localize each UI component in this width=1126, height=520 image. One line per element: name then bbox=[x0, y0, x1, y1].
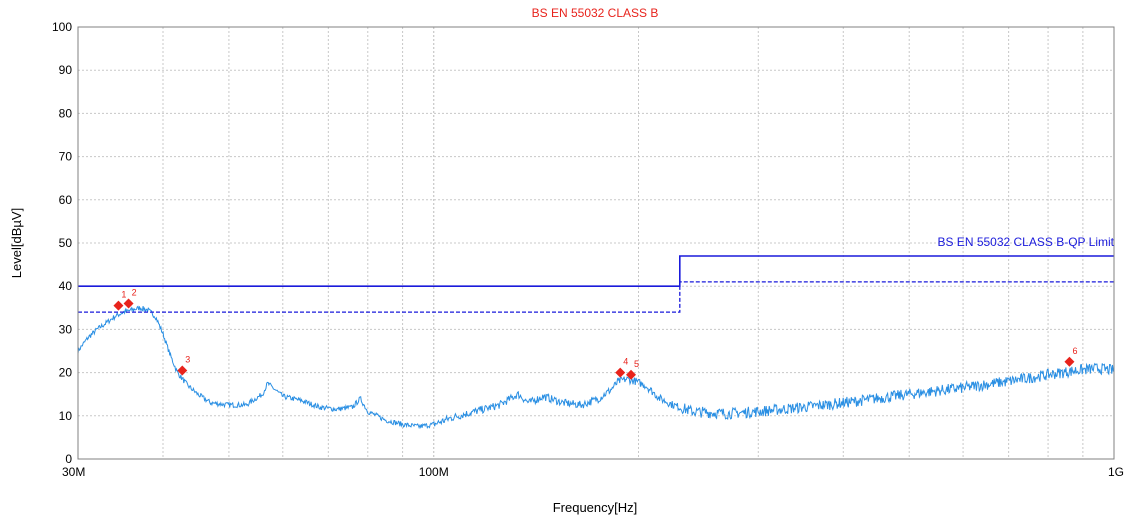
peak-marker bbox=[123, 298, 134, 309]
y-tick-label: 80 bbox=[59, 106, 73, 120]
y-tick-label: 60 bbox=[59, 193, 73, 207]
peak-marker-label: 5 bbox=[634, 359, 639, 369]
measurement-trace bbox=[77, 305, 1115, 430]
peak-marker-label: 3 bbox=[185, 354, 190, 364]
peak-marker-label: 4 bbox=[623, 357, 628, 367]
x-axis-label: Frequency[Hz] bbox=[553, 500, 638, 515]
chart-grid bbox=[78, 27, 1114, 459]
y-tick-label: 20 bbox=[59, 366, 73, 380]
y-tick-label: 100 bbox=[52, 20, 72, 34]
limit-line-label: BS EN 55032 CLASS B-QP Limit bbox=[937, 235, 1114, 249]
y-axis-ticks: 0 10 20 30 40 50 60 70 80 90 100 bbox=[52, 20, 72, 466]
y-tick-label: 90 bbox=[59, 63, 73, 77]
y-tick-label: 70 bbox=[59, 150, 73, 164]
plot-frame bbox=[77, 26, 1115, 460]
y-tick-label: 0 bbox=[65, 452, 72, 466]
y-tick-label: 40 bbox=[59, 279, 73, 293]
chart-title: BS EN 55032 CLASS B bbox=[532, 6, 659, 20]
qp-limit-line bbox=[78, 255, 1114, 287]
peak-marker bbox=[626, 369, 637, 380]
peak-marker-label: 2 bbox=[132, 287, 137, 297]
peak-marker-label: 6 bbox=[1072, 346, 1077, 356]
x-tick-label: 100M bbox=[419, 465, 449, 479]
x-tick-label: 30M bbox=[62, 465, 85, 479]
y-tick-label: 10 bbox=[59, 409, 73, 423]
y-axis-label: Level[dBµV] bbox=[9, 208, 24, 278]
peak-marker-label: 1 bbox=[121, 290, 126, 300]
x-axis-ticks: 30M 100M 1G bbox=[62, 465, 1124, 479]
chart-markers: 1 2 3 4 5 6 bbox=[113, 287, 1077, 380]
peak-marker bbox=[615, 367, 626, 378]
peak-marker bbox=[1064, 356, 1075, 367]
y-tick-label: 30 bbox=[59, 322, 73, 336]
qp-margin-line bbox=[78, 281, 1114, 313]
chart-series bbox=[77, 255, 1115, 430]
x-tick-label: 1G bbox=[1108, 465, 1124, 479]
peak-marker bbox=[113, 300, 124, 311]
y-tick-label: 50 bbox=[59, 236, 73, 250]
peak-marker bbox=[177, 365, 188, 376]
